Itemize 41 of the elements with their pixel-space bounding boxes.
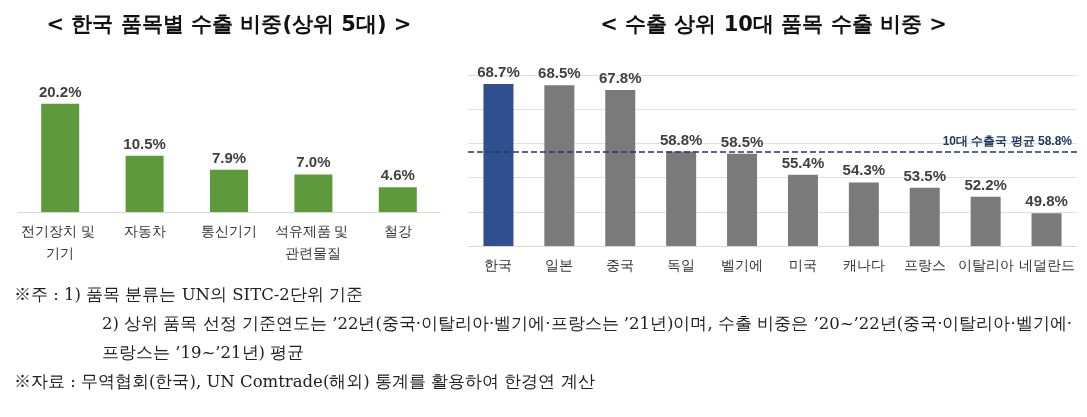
x-tick-label: 중국 (606, 257, 635, 273)
x-tick-label: 네덜란드 (1018, 257, 1075, 273)
x-tick-label: 일본 (545, 257, 574, 273)
bar (41, 103, 80, 212)
data-label: 52.2% (964, 175, 1007, 193)
x-tick-label: 미국 (788, 257, 817, 273)
data-label: 10.5% (123, 134, 166, 152)
bar (294, 174, 333, 212)
data-label: 68.5% (538, 64, 581, 82)
data-label: 67.8% (598, 69, 642, 87)
data-label: 54.3% (842, 161, 886, 179)
data-label: 20.2% (38, 82, 82, 100)
data-label: 58.5% (720, 132, 764, 150)
x-tick-label: 석유제품 및 관련물질 (274, 223, 353, 261)
x-tick-label: 철강 (383, 223, 412, 239)
x-tick-label: 독일 (667, 257, 696, 273)
x-tick-label: 캐나다 (842, 257, 885, 273)
bar (210, 169, 248, 212)
text: ※주 : 1) 품목 분류는 UN의 SITC-2단위 기준 (14, 284, 365, 306)
data-label: 55.4% (781, 153, 825, 171)
x-tick-label: 통신기기 (201, 223, 257, 239)
data-label: 49.8% (1025, 192, 1068, 210)
chart-title: < 한국 품목별 수출 비중(상위 5대) > (46, 11, 412, 36)
data-label: 4.6% (380, 166, 415, 184)
x-tick-label: 한국 (484, 257, 513, 273)
data-label: 53.5% (903, 166, 947, 184)
text: ※자료 : 무역협회(한국), UN Comtrade(해외) 통계를 활용하여 한경연 계산 (14, 371, 596, 393)
data-label: 7.9% (211, 148, 247, 166)
bar (125, 155, 164, 212)
ref-line-label: 10대 수출국 평균 58.8% (942, 133, 1073, 148)
data-label: 7.0% (296, 153, 331, 171)
bar (378, 187, 417, 212)
data-label: 58.8% (659, 130, 703, 148)
x-tick-label: 이탈리아 (957, 257, 1014, 273)
x-tick-label: 벨기에 (721, 257, 764, 273)
x-tick-label: 자동차 (123, 223, 166, 239)
x-tick-label: 전기장치 및 기기 (21, 223, 100, 261)
chart-title: < 수출 상위 10대 품목 수출 비중 > (600, 11, 947, 36)
x-tick-label: 프랑스 (903, 257, 946, 273)
data-label: 68.7% (477, 62, 520, 80)
text: 2) 상위 품목 선정 기준연도는 ’22년(중국·이탈리아·벨기에·프랑스는 ’21년)이며, 수출 비중은 ’20~’22년(중국·이탈리아·벨기에·프랑스는 ’19~’21년) 평균 (101, 313, 1073, 364)
